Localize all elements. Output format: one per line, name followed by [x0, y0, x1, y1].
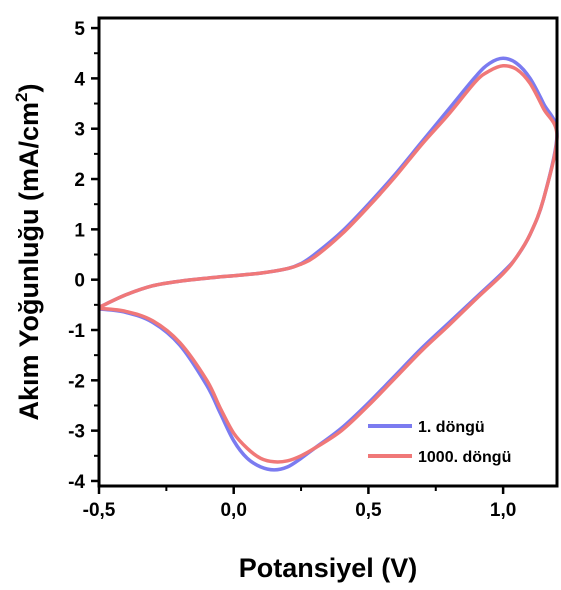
x-axis-ticks: -0,5 0,0 0,5 1,0 [83, 486, 516, 521]
y-axis-ticks: -4 -3 -2 -1 0 1 2 3 4 5 [68, 19, 99, 493]
y-tick-label: 3 [74, 120, 85, 141]
y-tick-label: 0 [74, 271, 85, 292]
y-axis-title: Akım Yoğunluğu (mA/cm2) [12, 84, 44, 421]
y-tick-label: -2 [68, 371, 85, 392]
y-tick-label: 1 [74, 220, 85, 241]
series-line-1 [98, 56, 559, 472]
series-line-2 [98, 64, 559, 464]
y-tick-label: 4 [74, 69, 85, 90]
plot-lines [98, 56, 559, 472]
y-tick-label: 5 [74, 19, 85, 40]
legend-label: 1. döngü [418, 419, 485, 436]
legend-label: 1000. döngü [418, 449, 511, 466]
y-tick-label: 2 [74, 170, 85, 191]
legend: 1. döngü 1000. döngü [368, 419, 511, 466]
y-axis-title-main: Akım Yoğunluğu (mA/cm [14, 102, 44, 421]
y-tick-label: -1 [68, 321, 85, 342]
x-tick-label: 0,5 [355, 500, 382, 521]
x-tick-label: 1,0 [490, 500, 516, 521]
plot-frame [97, 16, 559, 488]
y-tick-label: -3 [68, 422, 85, 443]
x-tick-label: -0,5 [83, 500, 116, 521]
x-tick-label: 0,0 [220, 500, 246, 521]
y-axis-title-close: ) [14, 84, 44, 93]
y-axis-title-superscript: 2 [12, 93, 31, 102]
y-tick-label: -4 [68, 472, 85, 493]
x-axis-title: Potansiyel (V) [239, 553, 418, 583]
